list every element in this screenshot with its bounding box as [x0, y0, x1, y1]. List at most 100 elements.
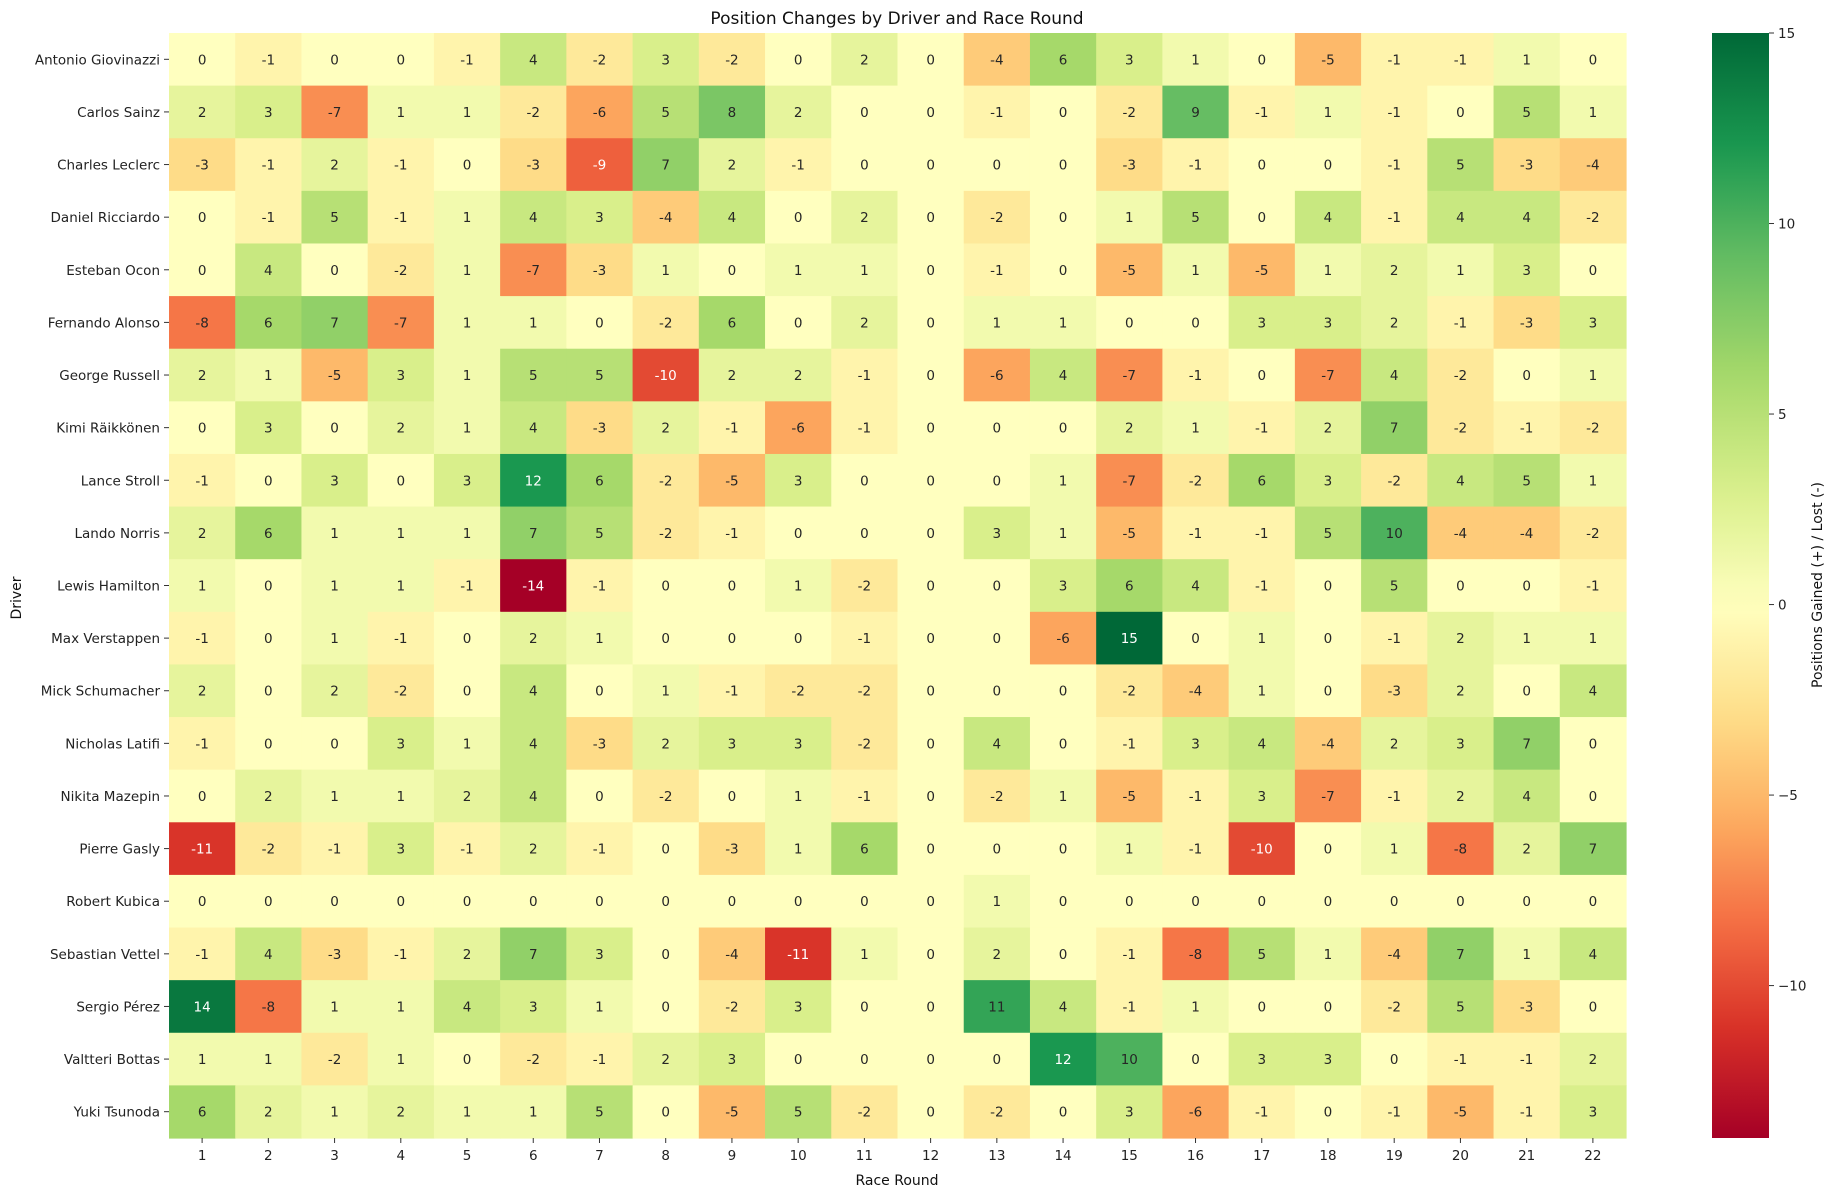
heatmap-cell — [698, 664, 766, 718]
cell-value-label: -7 — [527, 263, 540, 279]
cell-value-label: 1 — [1257, 631, 1266, 647]
cell-value-label: 0 — [728, 263, 737, 279]
cell-value-label: 1 — [463, 368, 472, 384]
cell-value-label: 8 — [728, 105, 737, 121]
cell-value-label: 1 — [330, 1105, 339, 1121]
cell-value-label: 0 — [1456, 105, 1465, 121]
cell-value-label: 0 — [1522, 579, 1531, 595]
cell-value-label: 2 — [1456, 684, 1465, 700]
x-tick-label: 10 — [790, 1148, 807, 1164]
heatmap-cell — [367, 717, 435, 771]
heatmap-cell — [1427, 874, 1495, 929]
heatmap-cell — [566, 453, 634, 508]
cell-value-label: -1 — [1454, 52, 1467, 68]
y-tick-label: Daniel Ricciardo — [51, 210, 160, 226]
cell-value-label: 0 — [1059, 894, 1068, 910]
cell-value-label: 3 — [1257, 315, 1266, 331]
cell-value-label: -1 — [1189, 789, 1202, 805]
cell-value-label: -1 — [1123, 736, 1136, 752]
heatmap-cell — [1029, 243, 1097, 297]
heatmap-cell — [1559, 822, 1627, 876]
heatmap-cell — [1493, 348, 1561, 402]
x-tick-label: 16 — [1187, 1148, 1204, 1164]
cell-value-label: 4 — [529, 736, 538, 752]
cell-value-label: 0 — [860, 894, 869, 910]
cell-value-label: 1 — [463, 263, 472, 279]
cell-value-label: 2 — [728, 158, 737, 174]
heatmap-cell — [963, 927, 1031, 981]
cell-value-label: 0 — [860, 999, 869, 1015]
cell-value-label: -10 — [655, 368, 677, 384]
cell-value-label: -1 — [1454, 315, 1467, 331]
heatmap-cell — [566, 1032, 634, 1086]
cell-value-label: -5 — [1123, 263, 1136, 279]
cell-value-label: 2 — [264, 1105, 273, 1121]
y-tick-label: Sebastian Vettel — [50, 947, 160, 963]
x-tick-label: 13 — [988, 1148, 1005, 1164]
cell-value-label: 1 — [993, 894, 1002, 910]
cell-value-label: 1 — [264, 368, 273, 384]
heatmap-cell — [500, 243, 567, 297]
heatmap-cell — [1029, 348, 1097, 402]
cell-value-label: -8 — [195, 315, 208, 331]
cell-value-label: 4 — [1522, 789, 1531, 805]
cell-value-label: 0 — [926, 158, 935, 174]
cell-value-label: -1 — [394, 631, 407, 647]
heatmap-cell — [169, 559, 236, 613]
heatmap-cell — [1559, 664, 1627, 718]
heatmap-cell — [765, 138, 832, 192]
cell-value-label: 0 — [1390, 1052, 1399, 1068]
heatmap-cell — [632, 822, 700, 876]
cell-value-label: -3 — [593, 736, 606, 752]
heatmap-cell — [1493, 85, 1561, 139]
cell-value-label: -1 — [725, 684, 738, 700]
heatmap-cell — [367, 874, 435, 929]
heatmap-cell — [963, 769, 1031, 823]
heatmap-cell — [1029, 296, 1097, 350]
x-tick-label: 9 — [728, 1148, 737, 1164]
heatmap-cell — [566, 348, 634, 402]
heatmap-cell — [566, 506, 634, 560]
heatmap-cell — [169, 138, 236, 192]
heatmap-cell — [1559, 85, 1627, 139]
cell-value-label: 6 — [264, 526, 273, 542]
cell-value-label: 1 — [1059, 789, 1068, 805]
cell-value-label: 0 — [1456, 894, 1465, 910]
heatmap-cell — [235, 1085, 303, 1139]
cell-value-label: 0 — [1191, 1052, 1200, 1068]
cell-value-label: 7 — [661, 158, 670, 174]
x-tick-label: 18 — [1319, 1148, 1336, 1164]
heatmap-cell — [500, 401, 567, 455]
heatmap-cell — [897, 769, 965, 823]
heatmap-cell — [367, 453, 435, 508]
cell-value-label: 1 — [1125, 842, 1134, 858]
heatmap-cell — [433, 85, 501, 139]
heatmap-cell — [235, 401, 303, 455]
heatmap-cell — [1162, 927, 1230, 981]
heatmap-cell — [1294, 717, 1362, 771]
heatmap-cell — [632, 769, 700, 823]
heatmap-cell — [632, 664, 700, 718]
cell-value-label: -5 — [1123, 526, 1136, 542]
cell-value-label: -1 — [1520, 421, 1533, 437]
heatmap-cell — [367, 348, 435, 402]
cell-value-label: -4 — [1189, 684, 1202, 700]
heatmap-cell — [1228, 85, 1296, 139]
heatmap-cell — [831, 453, 899, 508]
cell-value-label: 0 — [993, 684, 1002, 700]
heatmap-cell — [765, 874, 832, 929]
heatmap-cell — [963, 611, 1031, 666]
heatmap-cell — [632, 980, 700, 1034]
heatmap-cell — [1361, 611, 1428, 666]
cell-value-label: -3 — [593, 421, 606, 437]
cell-value-label: 3 — [595, 210, 604, 226]
cell-value-label: -1 — [195, 473, 208, 489]
heatmap-cell — [632, 190, 700, 245]
cell-value-label: -2 — [725, 52, 738, 68]
cell-value-label: -1 — [1387, 631, 1400, 647]
heatmap-cell — [566, 664, 634, 718]
heatmap-cell — [1493, 33, 1561, 87]
heatmap-cell — [765, 401, 832, 455]
cell-value-label: 10 — [1121, 1052, 1138, 1068]
heatmap-cell — [897, 243, 965, 297]
